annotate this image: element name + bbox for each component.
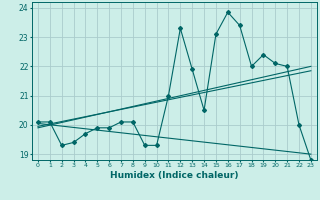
- X-axis label: Humidex (Indice chaleur): Humidex (Indice chaleur): [110, 171, 239, 180]
